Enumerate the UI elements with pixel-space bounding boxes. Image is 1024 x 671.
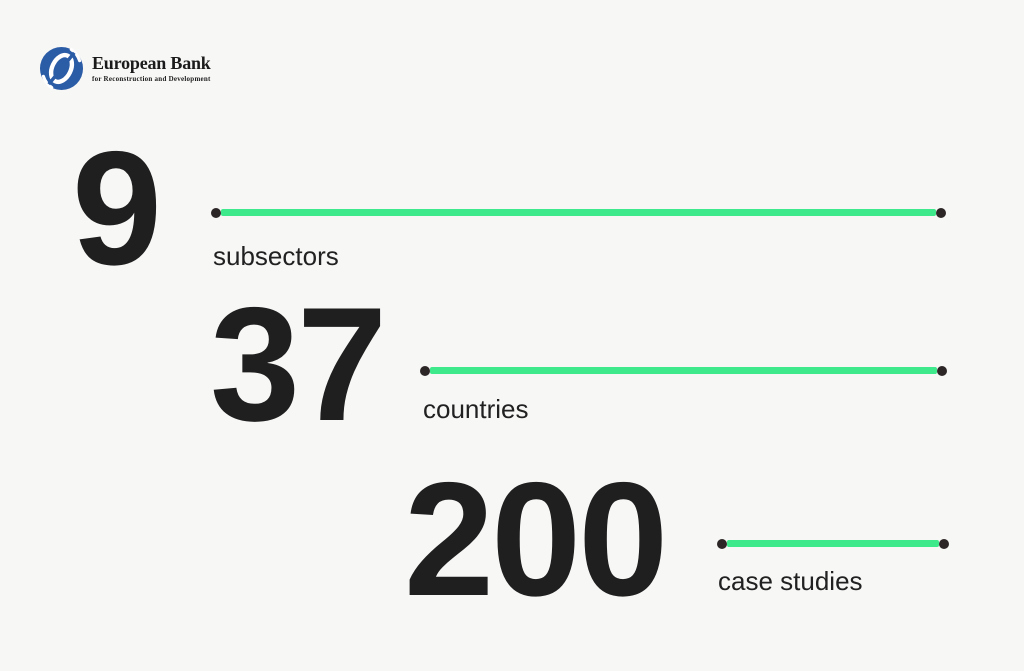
stat-value-case-studies: 200 — [404, 449, 668, 630]
connector-line-countries — [420, 366, 947, 376]
stat-label-subsectors: subsectors — [213, 241, 339, 271]
connector-line-case-studies — [717, 539, 949, 549]
green-rule — [221, 209, 936, 216]
logo-tagline: for Reconstruction and Development — [92, 75, 211, 84]
line-start-dot — [420, 366, 430, 376]
stat-label-countries: countries — [423, 394, 529, 424]
line-end-dot — [936, 208, 946, 218]
ebrd-globe-icon — [39, 46, 84, 91]
green-rule — [430, 367, 937, 374]
ebrd-logo: European Bank for Reconstruction and Dev… — [39, 46, 211, 91]
line-end-dot — [939, 539, 949, 549]
line-start-dot — [211, 208, 221, 218]
stat-label-case-studies: case studies — [718, 566, 863, 596]
connector-line-subsectors — [211, 208, 946, 218]
stat-value-countries: 37 — [210, 274, 387, 455]
green-rule — [727, 540, 939, 547]
line-start-dot — [717, 539, 727, 549]
stat-value-subsectors: 9 — [72, 118, 162, 299]
logo-title: European Bank — [92, 52, 211, 73]
logo-text: European Bank for Reconstruction and Dev… — [92, 52, 211, 84]
line-end-dot — [937, 366, 947, 376]
